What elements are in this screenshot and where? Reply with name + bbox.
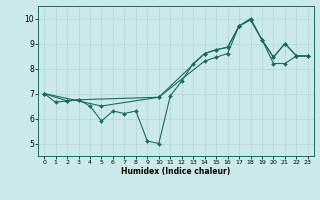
X-axis label: Humidex (Indice chaleur): Humidex (Indice chaleur) [121,167,231,176]
